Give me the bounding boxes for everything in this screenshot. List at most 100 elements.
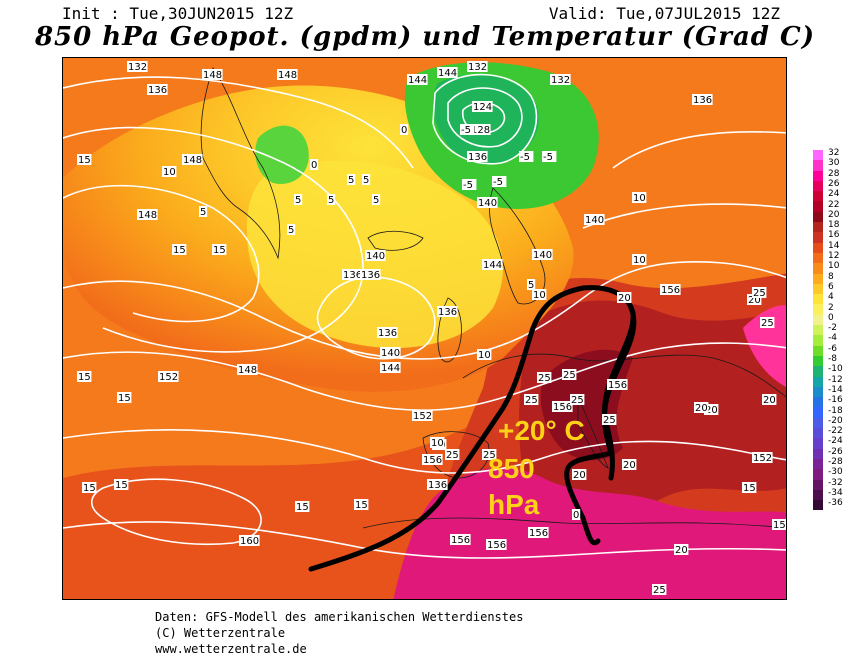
coast-europe: [462, 353, 786, 398]
geopotential-label-bg: [532, 249, 553, 260]
annotation-20c: +20° C 850 hPa: [488, 415, 585, 520]
temperature-label-bg: [310, 159, 319, 170]
temperature-label-bg: [82, 482, 97, 493]
temperature-label: 15: [296, 502, 309, 513]
temperature-label: 25: [446, 450, 459, 461]
temperature-label-bg: [772, 519, 786, 530]
geopotential-label: 136: [148, 85, 167, 96]
temperature-label-bg: [477, 349, 492, 360]
coast-britain: [437, 297, 462, 363]
temperature-label-bg: [572, 469, 587, 480]
isoline-9: [447, 87, 523, 148]
color-scale-swatch: [813, 191, 823, 202]
color-scale-label: -30: [828, 467, 843, 478]
geopotential-label: 156: [451, 535, 470, 546]
geopotential-label: 136: [343, 270, 362, 281]
temperature-label-bg: [542, 151, 557, 162]
geopotential-label: 128: [471, 125, 490, 136]
geopotential-labels: 132 136 148 148 144 132 124 128 136 140 136 144 132 1…: [127, 61, 773, 551]
temperature-label-bg: [114, 479, 129, 490]
geopotential-label-bg: [437, 67, 458, 78]
temperature-label: 15: [173, 245, 186, 256]
color-scale-label: -26: [828, 446, 843, 457]
geopotential-label: 148: [183, 155, 202, 166]
temperature-label-bg: [294, 194, 303, 205]
temperature-label-bg: [462, 179, 477, 190]
geopotential-label: 152: [753, 453, 772, 464]
temperature-label-bg: [492, 176, 507, 187]
temperature-label: 10: [478, 350, 491, 361]
temperature-label: -5: [463, 180, 473, 191]
temperature-label-bg: [372, 194, 381, 205]
temperature-label: 5: [363, 175, 369, 186]
isoline-14: [90, 478, 262, 546]
temperature-label-bg: [77, 371, 92, 382]
geopotential-label: 156: [661, 285, 680, 296]
color-scale-label: -22: [828, 426, 843, 437]
annotation-line1: +20° C: [498, 415, 585, 446]
geopotential-label-bg: [377, 327, 398, 338]
temperature-label-bg: [172, 244, 187, 255]
geopotential-label: 156: [608, 380, 627, 391]
frontier-20c-return: [602, 305, 637, 481]
geopotential-label-bg: [380, 362, 401, 373]
temperature-label-bg: [287, 224, 296, 235]
geopotential-label-bg: [360, 269, 381, 280]
color-scale-label: 20: [828, 209, 840, 220]
temperature-label: 15: [355, 500, 368, 511]
color-scale-swatch: [813, 458, 823, 470]
temperature-label: 20: [618, 293, 631, 304]
geopotential-label-bg: [127, 61, 148, 72]
isoline-12: [612, 130, 786, 169]
temperature-label-bg: [445, 449, 460, 460]
credits-copyright: (C) Wetterzentrale: [155, 626, 286, 640]
geopotential-isolines: [63, 73, 786, 559]
temperature-label: 5: [295, 195, 301, 206]
geopotential-label: 152: [159, 372, 178, 383]
color-scale-label: -28: [828, 457, 843, 467]
color-scale-label: -14: [828, 384, 843, 395]
init-time: Init : Tue,30JUN2015 12Z: [62, 4, 294, 23]
geopotential-label-bg: [752, 452, 773, 463]
color-scale-label: -8: [828, 354, 837, 364]
temperature-label-bg: [199, 206, 208, 217]
temperature-label: 25: [603, 415, 616, 426]
geopotential-label: 156: [553, 402, 572, 413]
temperature-label: -5: [543, 152, 553, 163]
temperature-label-bg: [632, 254, 647, 265]
color-scale-label: -20: [828, 415, 843, 426]
color-scale-label: 10: [828, 261, 840, 272]
color-scale-swatch: [813, 232, 823, 243]
temperature-label-bg: [430, 437, 445, 448]
color-scale-label: -2: [828, 323, 837, 334]
geopotential-label-bg: [486, 539, 507, 550]
isoline-6: [63, 429, 786, 474]
geopotential-label: 152: [413, 411, 432, 422]
geopotential-label: 140: [533, 250, 552, 261]
color-scale-swatch: [813, 150, 823, 161]
temperature-label: 15: [773, 520, 786, 531]
color-scale-label: -12: [828, 374, 843, 385]
geopotential-label: 148: [278, 70, 297, 81]
temperature-label-bg: [295, 501, 310, 512]
temperature-label-bg: [747, 294, 762, 305]
temperature-label: 10: [633, 193, 646, 204]
valid-time: Valid: Tue,07JUL2015 12Z: [548, 4, 780, 23]
temperature-label-bg: [482, 449, 497, 460]
color-scale-swatch: [813, 438, 823, 449]
temperature-label-bg: [117, 392, 132, 403]
isoline-3: [63, 184, 260, 323]
geopotential-label: 140: [585, 215, 604, 226]
temperature-label-bg: [760, 317, 775, 328]
isoline-7: [63, 521, 786, 559]
annotation-line2: 850: [488, 453, 535, 484]
temperature-label: 0: [401, 125, 407, 136]
temperature-label-bg: [570, 394, 585, 405]
geopotential-label: 148: [203, 70, 222, 81]
color-scale-label: 26: [828, 178, 840, 189]
temperature-label: 10: [431, 438, 444, 449]
temperature-label-bg: [519, 151, 534, 162]
geopotential-label: 132: [128, 62, 147, 73]
geopotential-label-bg: [158, 371, 179, 382]
temperature-label-bg: [527, 279, 536, 290]
